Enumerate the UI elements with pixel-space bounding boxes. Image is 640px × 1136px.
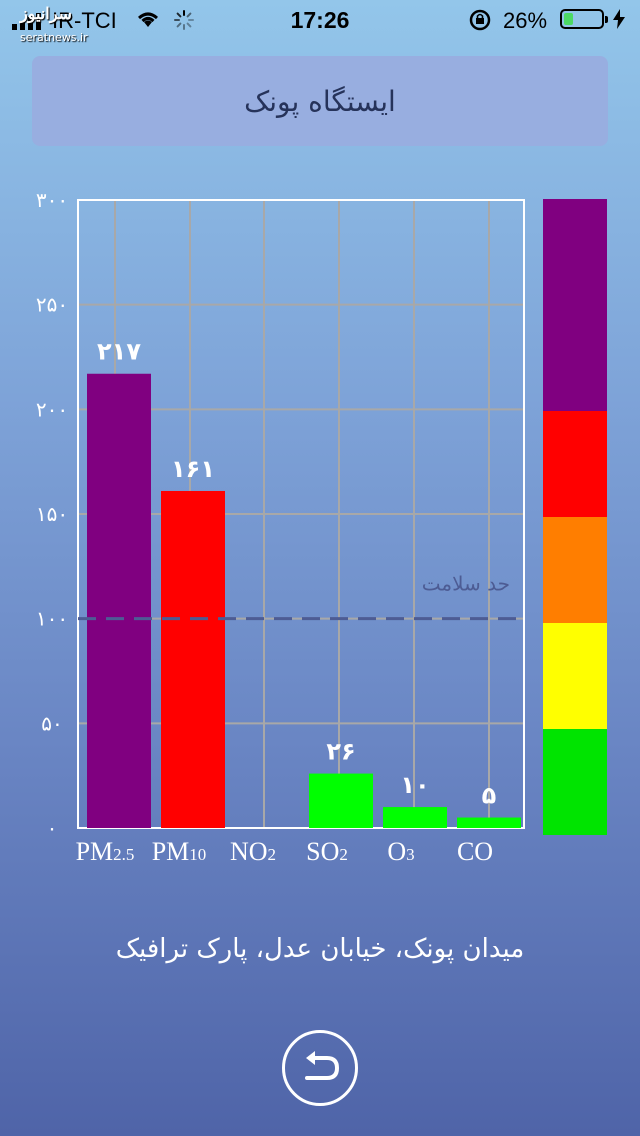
color-scale-segment: [543, 517, 607, 623]
plot-frame: [77, 199, 525, 829]
bar-value-label: ۲۱۷: [97, 338, 141, 366]
rotation-lock-icon: [469, 9, 491, 31]
color-scale-segment: [543, 623, 607, 729]
y-tick-label: ۱۰۰: [36, 607, 68, 631]
y-tick-label: ۲۵۰: [36, 293, 68, 317]
back-button[interactable]: [282, 1030, 358, 1106]
watermark: سرانیوز seratnews.ir: [20, 4, 88, 44]
air-quality-chart: ۰ ۵۰ ۱۰۰ ۱۵۰ ۲۰۰ ۲۵۰ ۳۰۰ ۲۱۷ ۱۶۱ ۲۶ ۱۰ ۵ PM2.5 PM10 NO…: [36, 188, 607, 866]
y-tick-label: ۲۰۰: [36, 397, 68, 421]
location-label: میدان پونک، خیابان عدل، پارک ترافیک: [115, 934, 525, 964]
battery-icon: [560, 9, 608, 29]
bar-value-label: ۱۰: [400, 771, 429, 799]
bar-pm10: [161, 490, 225, 828]
clock: 17:26: [290, 7, 350, 33]
category-label: NO2: [230, 837, 276, 866]
wifi-icon: [138, 12, 158, 27]
watermark-site: seratnews.ir: [20, 31, 88, 44]
bar-o3: [383, 807, 447, 828]
signal-strength-icon: [12, 13, 41, 30]
watermark-logo: سرانیوز: [20, 4, 72, 23]
bar-value-label: ۱۶۱: [171, 455, 215, 483]
color-scale-segment: [543, 411, 607, 517]
carrier-name: IR-TCI: [52, 8, 117, 33]
color-scale-segment: [543, 199, 607, 411]
bar-value-label: ۲۶: [326, 738, 355, 766]
status-bar: IR-TCI 17:26 26%: [0, 0, 640, 40]
bar-pm2-5: [87, 373, 151, 828]
y-tick-label: ۰: [47, 816, 58, 840]
category-label: SO2: [306, 837, 348, 866]
y-tick-label: ۳۰۰: [36, 188, 68, 212]
activity-spinner-icon: [174, 10, 194, 30]
station-title: ایستگاه پونک: [244, 84, 396, 118]
y-tick-label: ۱۵۰: [36, 502, 68, 526]
bar-co: [457, 817, 521, 828]
category-label: PM10: [152, 837, 207, 866]
color-scale-segment: [543, 729, 607, 835]
charging-bolt-icon: [613, 9, 625, 29]
return-arrow-icon: [305, 1051, 340, 1080]
category-label: CO: [457, 837, 493, 866]
bar-value-label: ۵: [482, 782, 497, 810]
station-header: ایستگاه پونک: [32, 56, 608, 146]
battery-percent: 26%: [503, 8, 548, 33]
bar-so2: [309, 773, 373, 828]
y-tick-label: ۵۰: [41, 711, 62, 735]
threshold-label: حد سلامت: [422, 572, 510, 596]
category-label: PM2.5: [76, 837, 135, 866]
category-label: O3: [387, 837, 414, 866]
